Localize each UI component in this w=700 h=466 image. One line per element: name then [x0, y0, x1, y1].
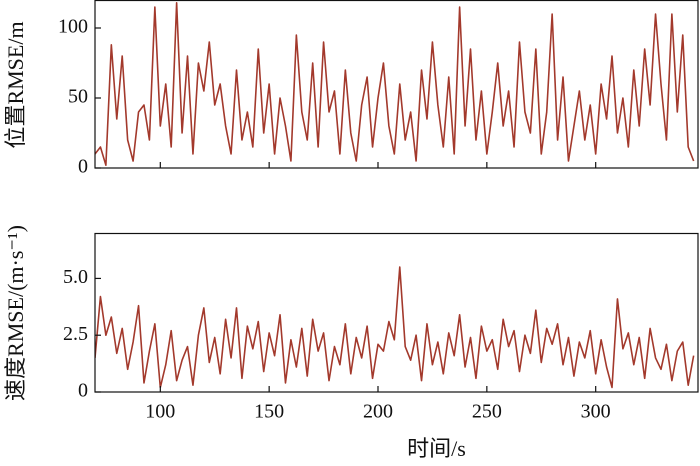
- y-axis-label: 速度RMSE/(m·s⁻¹): [3, 225, 28, 401]
- data-line: [95, 266, 695, 389]
- data-line: [95, 1, 695, 166]
- x-tick-label: 300: [581, 401, 611, 423]
- y-tick-label: 0: [78, 156, 88, 178]
- y-axis-label: 位置RMSE/m: [3, 21, 28, 148]
- y-tick-label: 50: [68, 86, 88, 108]
- y-tick-label: 100: [58, 16, 88, 38]
- x-tick-label: 100: [145, 401, 175, 423]
- y-tick-label: 5.0: [63, 266, 88, 288]
- y-tick-label: 0: [78, 380, 88, 402]
- x-tick-label: 250: [472, 401, 502, 423]
- x-axis-label: 时间/s: [407, 436, 466, 461]
- x-tick-label: 150: [254, 401, 284, 423]
- axes-frame: [94, 0, 699, 169]
- axes-frame: [94, 232, 699, 393]
- y-tick-label: 2.5: [63, 323, 88, 345]
- x-tick-label: 200: [363, 401, 393, 423]
